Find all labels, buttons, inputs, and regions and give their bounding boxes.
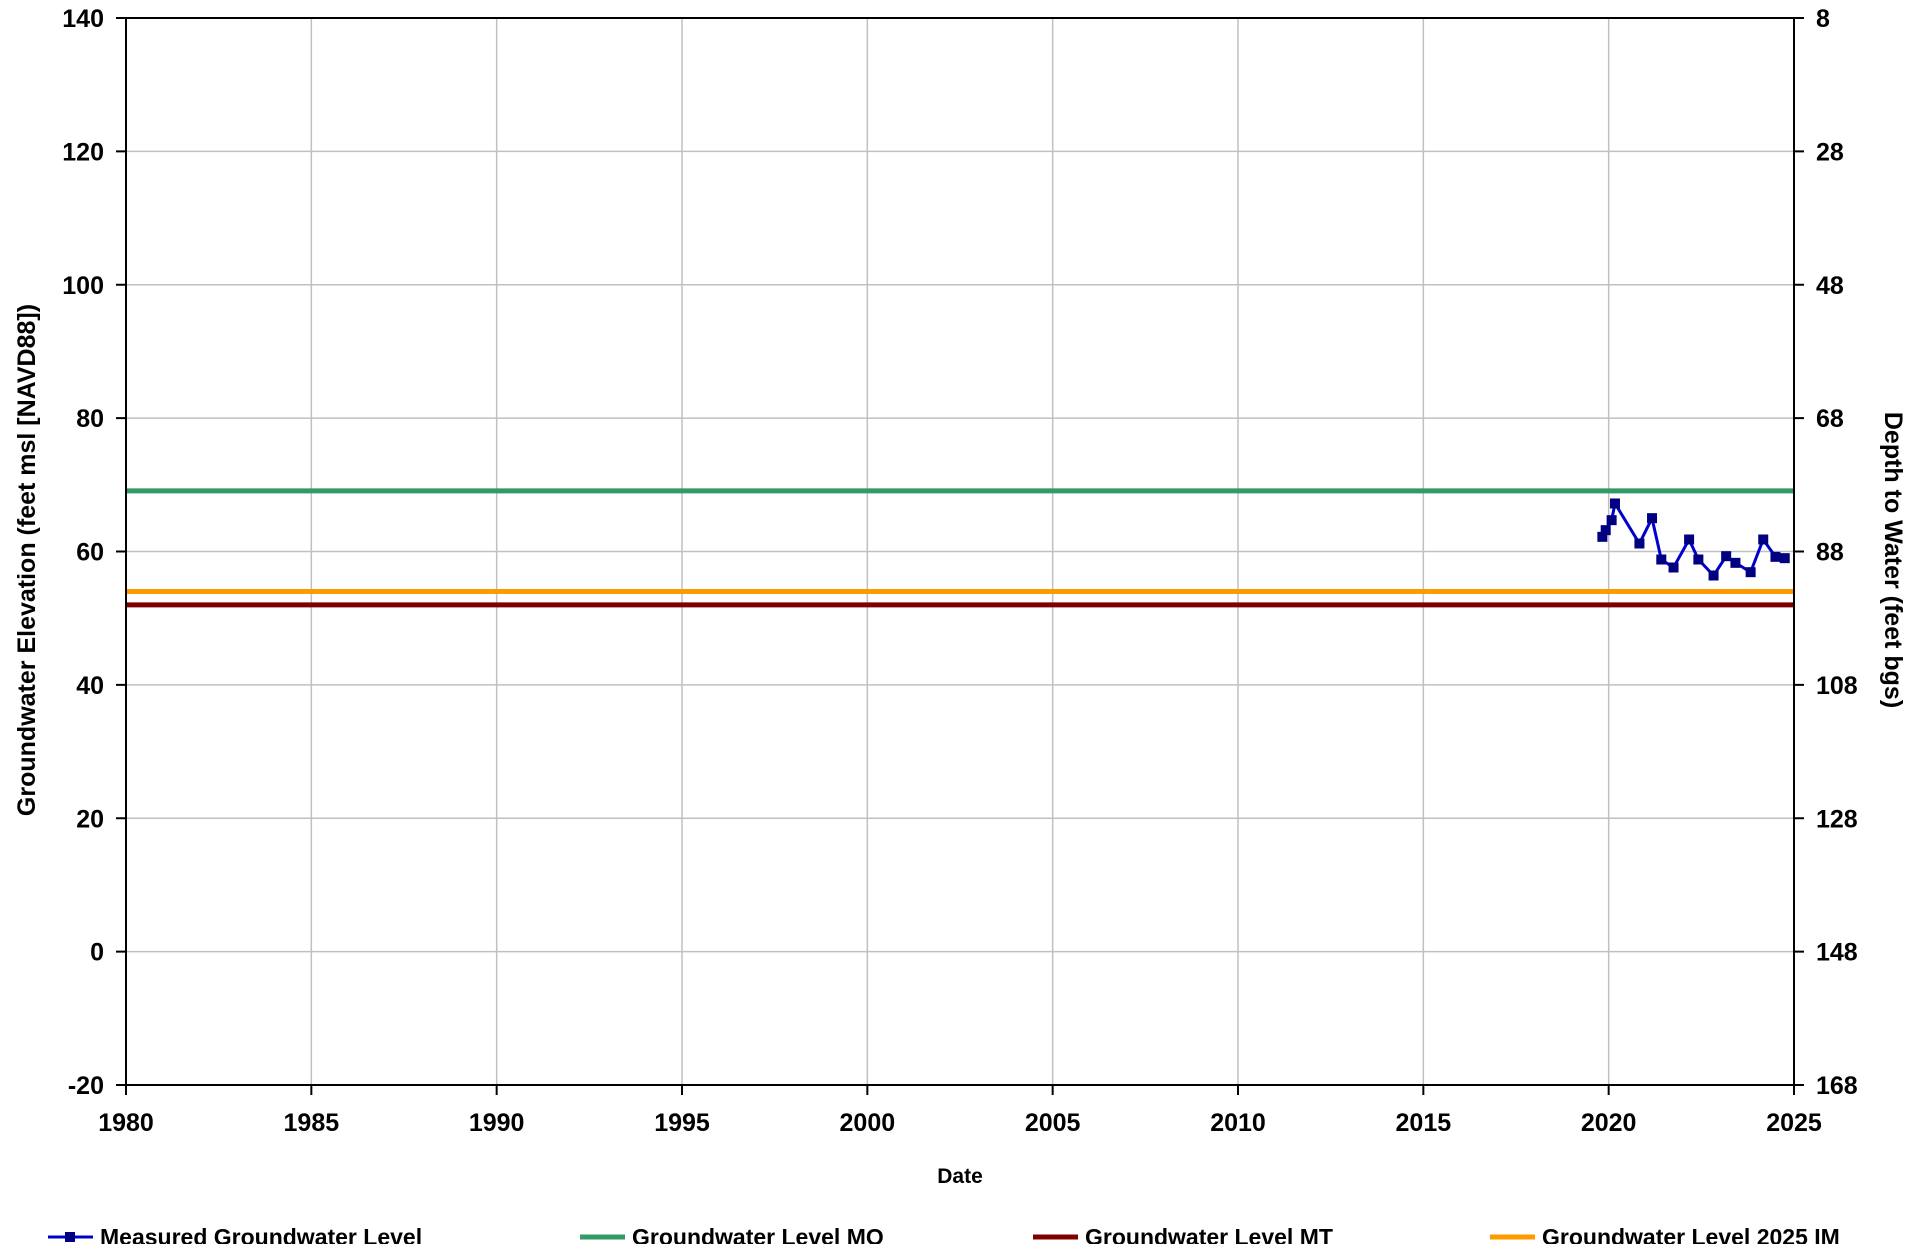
measured-data-point	[1634, 538, 1645, 549]
left-y-tick-label: 140	[62, 5, 104, 33]
measured-data-point	[1745, 567, 1756, 578]
x-axis-ticks: 1980 1985 1990 1995 2000 2005 2010 2015 2020 2025	[98, 1085, 1822, 1137]
measured-data-point	[1730, 557, 1741, 568]
x-tick-label: 1980	[98, 1109, 154, 1137]
left-y-tick-label: 60	[76, 539, 104, 567]
right-y-tick-label: 128	[1816, 805, 1858, 833]
measured-data-point	[1708, 570, 1719, 581]
threshold-lines	[126, 488, 1794, 608]
measured-data-point	[1684, 534, 1695, 545]
measured-data-point	[1609, 498, 1620, 509]
measured-data-point	[1606, 515, 1617, 526]
x-tick-label: 2025	[1766, 1109, 1822, 1137]
left-y-tick-label: 120	[62, 138, 104, 166]
right-y-axis-title: Depth to Water (feet bgs)	[1879, 412, 1907, 708]
legend-label: Groundwater Level 2025 IM	[1542, 1224, 1840, 1244]
x-axis-title: Date	[937, 1165, 983, 1188]
x-tick-label: 1985	[284, 1109, 340, 1137]
legend-label: Groundwater Level MO	[632, 1224, 884, 1244]
left-y-tick-label: 100	[62, 272, 104, 300]
measured-data-point	[1693, 554, 1704, 565]
right-y-axis-ticks: 168 148 128 108 88 68 48 28 8	[1794, 5, 1858, 1100]
x-tick-label: 2000	[840, 1109, 896, 1137]
right-y-tick-label: 168	[1816, 1072, 1858, 1100]
measured-data-point	[1597, 531, 1608, 542]
measured-data-point	[1600, 525, 1611, 536]
legend: Measured Groundwater Level Groundwater Le…	[48, 1224, 1840, 1244]
left-y-axis-title: Groundwater Elevation (feet msl [NAVD88]…	[13, 304, 41, 816]
x-tick-label: 2005	[1025, 1109, 1081, 1137]
legend-marker	[65, 1232, 75, 1242]
left-y-tick-label: 80	[76, 405, 104, 433]
right-y-tick-label: 68	[1816, 405, 1844, 433]
legend-label: Measured Groundwater Level	[100, 1224, 422, 1244]
left-y-tick-label: 40	[76, 672, 104, 700]
right-y-tick-label: 88	[1816, 539, 1844, 567]
left-y-tick-label: 20	[76, 805, 104, 833]
right-y-tick-label: 148	[1816, 939, 1858, 967]
x-tick-label: 1990	[469, 1109, 525, 1137]
left-y-tick-label: -20	[68, 1072, 104, 1100]
measured-data-point	[1647, 513, 1658, 524]
x-tick-label: 2010	[1210, 1109, 1266, 1137]
measured-data-point	[1668, 562, 1679, 573]
x-tick-label: 2020	[1581, 1109, 1637, 1137]
x-tick-label: 1995	[654, 1109, 710, 1137]
gridlines	[126, 18, 1794, 1085]
measured-data-point	[1758, 534, 1769, 545]
measured-data-point	[1721, 551, 1732, 562]
x-tick-label: 2015	[1396, 1109, 1452, 1137]
right-y-tick-label: 8	[1816, 5, 1830, 33]
right-y-tick-label: 108	[1816, 672, 1858, 700]
right-y-tick-label: 28	[1816, 138, 1844, 166]
measured-data-point	[1656, 554, 1667, 565]
measured-series	[1597, 498, 1790, 581]
right-y-tick-label: 48	[1816, 272, 1844, 300]
left-y-axis-ticks: -20 0 20 40 60 80 100 120 140	[62, 5, 126, 1100]
left-y-tick-label: 0	[90, 939, 104, 967]
measured-data-point	[1770, 551, 1781, 562]
legend-label: Groundwater Level MT	[1085, 1224, 1333, 1244]
measured-data-point	[1779, 553, 1790, 564]
